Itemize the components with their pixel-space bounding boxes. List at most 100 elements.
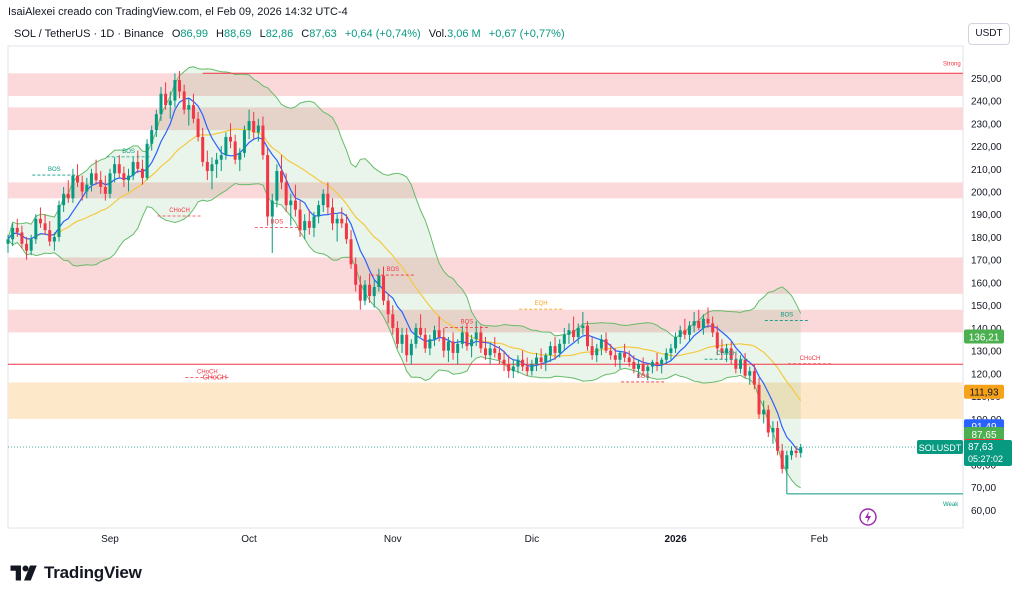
candle-body [317,205,321,217]
price-chart[interactable]: StrongCHoCHWeakBOSBOSCHoCHBOSBOSBOSEQHCH… [0,0,1024,560]
candle [771,421,775,444]
candle [215,152,219,178]
candle [48,221,52,247]
candle-body [799,447,803,453]
candle [386,293,390,324]
candle-body [609,350,613,356]
candle [576,323,580,344]
candle-body [743,359,747,376]
candle-body [358,284,362,301]
candle-body [326,193,330,208]
candle-body [674,337,678,349]
candle [530,359,534,376]
candle-body [48,230,52,242]
candle [618,350,622,369]
candle [674,332,678,353]
candle-body [377,275,381,287]
candle [89,168,93,192]
brand-name: TradingView [44,563,142,582]
candle-body [349,239,353,265]
candle [66,180,70,203]
candle [150,125,154,151]
y-tick-label: 250,00 [971,74,1002,85]
candle-body [312,216,316,228]
candle-body [25,243,29,251]
candle-body [497,352,501,360]
candle [43,214,47,235]
candle [502,350,506,372]
y-tick-label: 220,00 [971,142,1002,153]
high-label: H [216,28,224,40]
candle-body [465,332,469,347]
candle [256,118,260,142]
tradingview-brand[interactable]: TradingView [10,563,142,583]
candle-body [6,239,10,244]
candle [321,189,325,212]
candle [303,214,307,240]
candle [62,186,66,212]
candle-body [627,357,631,363]
candle [372,280,376,308]
candle-body [562,334,566,344]
candle [794,446,798,458]
candle-body [242,130,246,153]
y-tick-label: 120,00 [971,369,1002,380]
candle-body [419,327,423,335]
candle [247,109,251,140]
supply-zone [8,182,963,199]
candle [284,173,288,212]
current-price-tag: 87,63 [968,442,993,453]
candle-body [215,159,219,165]
candle [623,343,627,363]
candle [289,193,293,226]
candle [187,98,191,126]
structure-label: BOS [780,313,793,319]
candle [483,337,488,360]
candle [664,348,668,365]
candle-body [303,221,307,231]
candle-body [423,334,427,349]
y-tick-label: 180,00 [971,233,1002,244]
symbol-name[interactable]: SOL / TetherUS · 1D · Binance [14,28,164,40]
lightning-icon[interactable] [858,507,878,527]
candle [219,146,223,172]
candle [80,175,84,201]
candle-body [400,334,404,344]
candle-body [604,339,608,351]
volume-change: +0,67 (+0,77%) [488,28,565,40]
candle-body [456,343,460,353]
candle [205,150,209,181]
candle-body [372,287,376,297]
candle-body [738,359,742,369]
candle-body [340,218,344,224]
candle [419,314,423,338]
chart-credit: IsaiAlexei creado con TradingView.com, e… [8,6,348,18]
structure-label: BOS [271,219,284,225]
close-label: C [301,28,310,40]
candle [590,337,594,360]
price-tag-bg [964,384,1004,399]
candle [99,171,103,194]
candle-body [261,125,265,156]
currency-selector[interactable]: USDT [968,23,1010,45]
price-tag-bg [964,329,1004,344]
candle-body [94,173,98,181]
candle-body [636,364,640,369]
candle-body [275,171,279,201]
candle [548,341,552,363]
candle-body [354,264,358,285]
candle [103,175,107,201]
candle [127,168,131,192]
candle [437,316,441,342]
candle-body [382,275,386,301]
candle-body [409,343,413,356]
candle [140,159,144,185]
candle-body [428,339,432,349]
candle-body [483,348,488,356]
candle [789,446,793,460]
candle [585,321,589,351]
candle-body [521,359,525,367]
candle [734,352,738,374]
candle [15,218,19,237]
change-value: +0,64 (+0,74%) [344,28,421,40]
